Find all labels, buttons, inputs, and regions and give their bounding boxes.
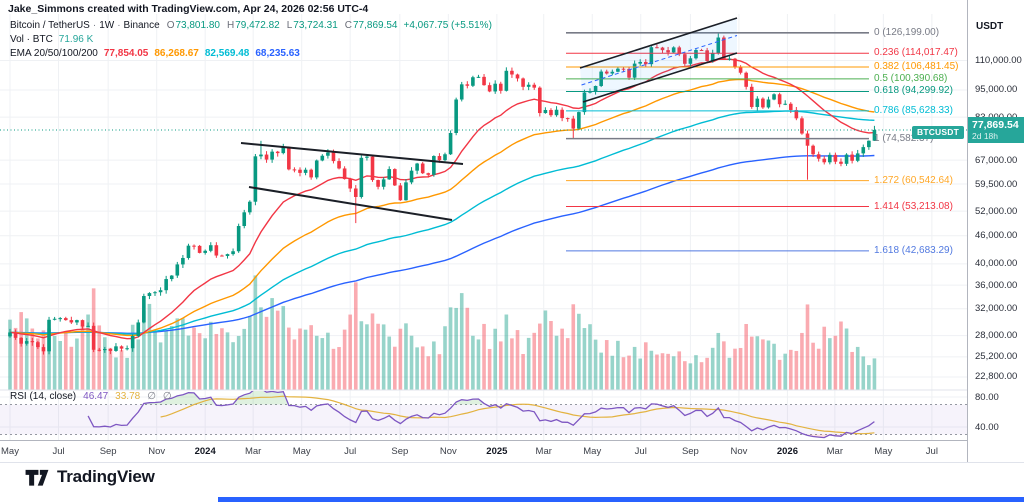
volume-legend-row[interactable]: Vol · BTC 71.96 K: [10, 33, 492, 47]
fib-level-label: 1.272 (60,542.64): [874, 174, 953, 186]
price-tick-label: 46,000.00: [975, 230, 1018, 242]
watermark-attribution: Jake_Simmons created with TradingView.co…: [8, 3, 369, 15]
price-tick-label: 59,500.00: [975, 178, 1018, 190]
open-label: O: [166, 20, 175, 31]
tradingview-wordmark[interactable]: TradingView: [57, 467, 155, 486]
open-value: 73,801.80: [175, 20, 220, 31]
footer-accent-bar: [218, 497, 1024, 502]
year-tick-label: 2024: [194, 446, 216, 457]
time-axis[interactable]: May Jul Sep Nov 2024 Mar May Jul Sep Nov 2025 Mar Ma…: [0, 440, 1024, 463]
low-label: L: [286, 20, 293, 31]
month-tick-label: Jul: [634, 446, 647, 457]
month-tick-label: May: [583, 446, 602, 457]
price-tick-label: 32,000.00: [975, 303, 1018, 315]
month-tick-label: Jul: [52, 446, 65, 457]
legend-panel: Bitcoin / TetherUS · 1W · Binance O73,801.80 H…: [10, 19, 492, 61]
year-tick-label: 2026: [776, 446, 798, 457]
fib-level-label: 0.236 (114,017.47): [874, 47, 958, 59]
price-tick-label: 25,200.00: [975, 351, 1018, 363]
last-price-value: 77,869.54: [972, 118, 1019, 131]
fib-level-label: 0 (126,199.00): [874, 26, 940, 38]
interval-label: 1W: [99, 20, 115, 31]
rsi-value: 46.47: [83, 391, 109, 402]
low-value: 73,724.31: [293, 20, 338, 31]
fib-level-label: 0.382 (106,481.45): [874, 61, 959, 73]
symbol-legend-row[interactable]: Bitcoin / TetherUS · 1W · Binance O73,801.80 H…: [10, 19, 492, 33]
ema-value: 82,569.48: [204, 48, 250, 59]
symbol-title: Bitcoin / TetherUS: [10, 20, 90, 31]
rsi-label: RSI (14, close): [10, 391, 77, 402]
legend-separator: ·: [92, 20, 97, 31]
currency-label: USDT: [976, 21, 1004, 32]
price-tick-label: 40,000.00: [975, 258, 1018, 270]
month-tick-label: Nov: [730, 446, 748, 457]
fib-level-label: 0.786 (85,628.33): [874, 104, 953, 116]
month-tick-label: Jul: [925, 446, 938, 457]
month-tick-label: May: [874, 446, 893, 457]
price-tick-label: 67,000.00: [975, 154, 1018, 166]
chart-bottom-border: [0, 462, 1024, 463]
month-tick-label: Sep: [391, 446, 409, 457]
ema-value: 86,268.67: [154, 48, 199, 59]
fib-level-label: 1 (74,582.37): [874, 132, 934, 144]
price-tick-label: 36,000.00: [975, 279, 1018, 291]
price-tick-label: 28,000.00: [975, 330, 1018, 342]
legend-separator: ·: [117, 20, 121, 31]
rsi-ma-value: 33.78: [115, 391, 141, 402]
ema-values: 77,854.05 86,268.67 82,569.48 68,235.63: [98, 48, 300, 59]
change-value: +4,067.75 (+5.51%): [403, 20, 492, 31]
ema-value: 68,235.63: [255, 48, 300, 59]
exchange-label: Binance: [123, 20, 160, 31]
empty-set-icon: ∅: [147, 391, 156, 402]
fib-level-label: 0.618 (94,299.92): [874, 85, 953, 97]
month-tick-label: Jul: [344, 446, 357, 457]
tradingview-logo-icon: [25, 469, 49, 486]
month-tick-label: Sep: [99, 446, 117, 457]
price-tick-label: 110,000.00: [975, 54, 1022, 66]
rsi-tick-label: 80.00: [975, 391, 999, 403]
month-tick-label: Mar: [244, 446, 262, 457]
footer: TradingView: [24, 467, 155, 487]
month-tick-label: May: [1, 446, 19, 457]
ema-value: 77,854.05: [103, 48, 149, 59]
month-tick-label: Nov: [439, 446, 457, 457]
month-tick-label: Nov: [148, 446, 166, 457]
ema-legend-row[interactable]: EMA 20/50/100/200 77,854.05 86,268.67 82,56…: [10, 47, 492, 61]
fib-level-label: 1.414 (53,213.08): [874, 200, 953, 212]
price-axis[interactable]: USDT 110,000.0095,000.0083,000.0067,000.…: [967, 0, 1024, 462]
rsi-legend-row[interactable]: RSI (14, close) 46.47 33.78 ∅ ∅: [10, 391, 172, 402]
volume-value: 71.96 K: [58, 34, 94, 45]
price-tick-label: 95,000.00: [975, 84, 1018, 96]
price-tick-label: 22,800.00: [975, 371, 1018, 383]
fib-level-label: 0.5 (100,390.68): [874, 72, 948, 84]
ema-label: EMA 20/50/100/200: [10, 48, 98, 59]
close-label: C: [344, 20, 352, 31]
month-tick-label: Mar: [826, 446, 844, 457]
last-price-box: 77,869.54 2d 18h: [968, 116, 1024, 143]
month-tick-label: Sep: [681, 446, 699, 457]
volume-label: Vol · BTC: [10, 34, 53, 45]
fib-level-label: 1.618 (42,683.29): [874, 244, 953, 256]
high-label: H: [226, 20, 235, 31]
month-tick-label: May: [292, 446, 311, 457]
year-tick-label: 2025: [486, 446, 508, 457]
month-tick-label: Mar: [535, 446, 552, 457]
close-value: 77,869.54: [353, 20, 398, 31]
empty-set-icon: ∅: [162, 391, 172, 402]
price-tick-label: 52,000.00: [975, 205, 1018, 217]
rsi-tick-label: 40.00: [975, 421, 999, 433]
symbol-price-badge: BTCUSDT: [911, 125, 964, 139]
high-value: 79,472.82: [235, 20, 280, 31]
bar-countdown: 2d 18h: [972, 130, 998, 141]
